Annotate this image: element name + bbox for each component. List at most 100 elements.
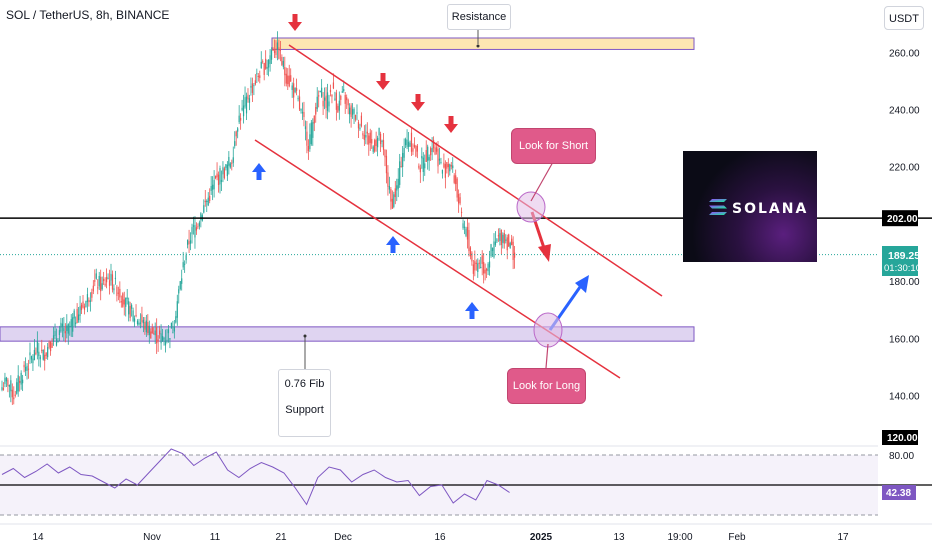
candle-body xyxy=(335,92,337,110)
channel-lower-line xyxy=(254,139,621,379)
candle-body xyxy=(19,380,21,383)
candle-body xyxy=(144,322,146,330)
candle-body xyxy=(269,55,271,64)
candle-body xyxy=(346,97,348,101)
candle-body xyxy=(427,146,429,161)
candle-body xyxy=(405,139,407,146)
candle-body xyxy=(77,314,80,321)
candle-body xyxy=(120,301,122,303)
candle-body xyxy=(388,185,390,190)
candle-body xyxy=(35,352,37,355)
candle-body xyxy=(101,283,103,290)
sell-signal-arrow-icon xyxy=(380,73,386,81)
candle-body xyxy=(23,364,25,368)
candle-body xyxy=(278,47,280,59)
candle-body xyxy=(95,273,97,279)
candle-body xyxy=(176,301,178,318)
candle-body xyxy=(181,278,183,284)
candle-body xyxy=(61,323,63,327)
candle-body xyxy=(241,107,243,111)
candle-body xyxy=(290,75,292,82)
candle-body xyxy=(242,105,245,117)
candle-body xyxy=(4,377,6,384)
candle-body xyxy=(182,262,184,268)
candle-body xyxy=(195,227,198,231)
candle-body xyxy=(217,174,220,186)
candle-body xyxy=(47,347,49,358)
candle-body xyxy=(157,339,159,342)
candle-body xyxy=(399,161,401,185)
candle-body xyxy=(235,131,237,137)
rsi-layer xyxy=(0,445,932,516)
candle-body xyxy=(483,262,485,274)
candle-body xyxy=(209,195,211,202)
candle-body xyxy=(67,324,69,334)
candle-body xyxy=(184,263,186,265)
candle-body xyxy=(173,326,175,332)
candle-body xyxy=(391,198,393,209)
time-tick-label: Nov xyxy=(143,532,161,543)
candle-body xyxy=(478,262,480,264)
candle-body xyxy=(413,144,416,148)
candle-body xyxy=(88,299,90,303)
candle-body xyxy=(437,148,439,167)
candle-body xyxy=(360,115,363,127)
candle-body xyxy=(412,148,414,152)
candle-body xyxy=(216,173,218,178)
candle-body xyxy=(273,50,276,53)
candle-body xyxy=(293,83,295,98)
candle-body xyxy=(159,330,161,335)
candle-body xyxy=(374,140,376,152)
candle-body xyxy=(468,229,470,252)
candle-body xyxy=(390,188,392,202)
candle-body xyxy=(156,327,158,344)
candle-body xyxy=(70,319,72,327)
rsi-value-text: 42.38 xyxy=(886,488,911,499)
solana-logo: SOLANA xyxy=(683,151,817,262)
candle-body xyxy=(254,80,256,85)
candle-body xyxy=(282,60,284,68)
candle-body xyxy=(493,241,495,258)
candle-body xyxy=(441,169,444,174)
candle-body xyxy=(153,333,155,335)
candle-body xyxy=(20,372,22,385)
candle-body xyxy=(503,233,505,244)
candle-body xyxy=(481,255,483,264)
countdown-text: 01:30:10 xyxy=(884,263,921,274)
candle-body xyxy=(240,117,242,121)
candle-body xyxy=(452,165,454,169)
candle-body xyxy=(416,145,418,152)
candle-body xyxy=(306,131,308,146)
candle-body xyxy=(444,164,446,178)
candle-body xyxy=(291,85,293,90)
candle-body xyxy=(161,336,164,341)
key-level-tag xyxy=(882,210,918,227)
candle-body xyxy=(32,358,34,364)
candle-body xyxy=(266,66,268,69)
candle-body xyxy=(402,152,404,167)
candle-body xyxy=(129,306,131,318)
candle-body xyxy=(344,94,346,104)
look-for-short-callout: Look for Short xyxy=(511,128,596,164)
candle-body xyxy=(260,61,262,69)
candle-body xyxy=(253,85,255,87)
candle-body xyxy=(325,95,327,108)
candle-body xyxy=(329,89,332,93)
candle-body xyxy=(419,167,421,173)
solana-wordmark: SOLANA xyxy=(732,201,809,217)
candle-body xyxy=(377,137,379,148)
candle-body xyxy=(446,162,448,169)
currency-selector[interactable]: USDT xyxy=(884,6,924,30)
candle-body xyxy=(337,105,339,113)
candle-body xyxy=(197,226,199,228)
price-tick-label: 240.00 xyxy=(889,106,920,117)
candle-body xyxy=(73,310,75,319)
candle-body xyxy=(351,109,354,115)
time-tick-label: 13 xyxy=(613,532,625,543)
candle-body xyxy=(288,75,290,87)
candle-body xyxy=(372,146,374,152)
sell-signal-arrowhead-icon xyxy=(444,124,458,133)
candle-body xyxy=(66,325,68,332)
